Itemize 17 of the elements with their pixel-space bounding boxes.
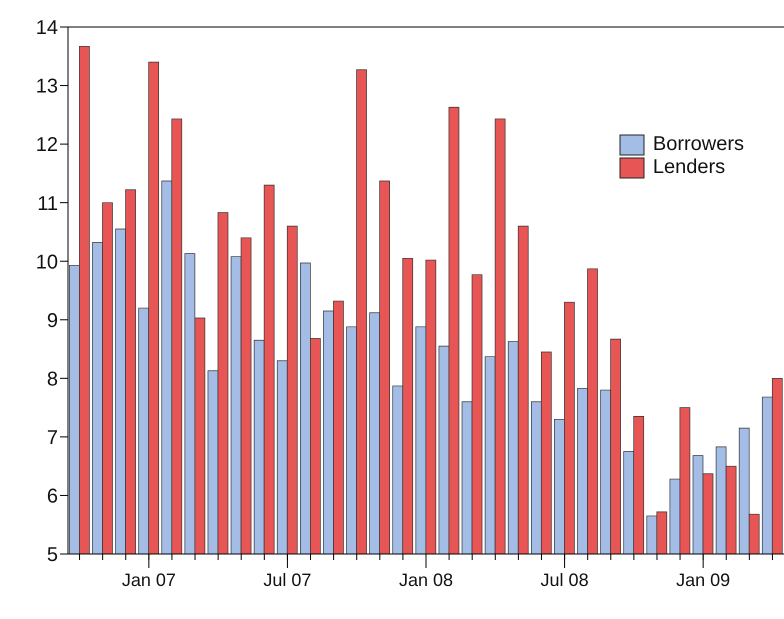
x-tick-label: Jan 09 — [676, 570, 730, 590]
y-tick-label: 11 — [37, 192, 58, 215]
y-tick-label: 7 — [46, 426, 58, 449]
legend-label: Lenders — [652, 156, 726, 179]
y-tick-label: 14 — [36, 17, 58, 40]
y-tick-label: 9 — [46, 310, 58, 332]
x-tick-label: Jan 08 — [398, 570, 454, 590]
legend-label: Borrowers — [652, 133, 744, 156]
y-tick-label: 13 — [36, 76, 58, 98]
y-tick-label: 10 — [36, 251, 58, 274]
y-tick-label: 8 — [46, 368, 58, 390]
x-tick-label: Jan 07 — [122, 570, 176, 590]
y-tick-label: 5 — [46, 544, 58, 566]
y-tick-label: 6 — [46, 486, 58, 508]
x-tick-label: Jul 08 — [540, 570, 589, 590]
x-tick-label: Jul 07 — [263, 570, 312, 590]
y-tick-label: 12 — [36, 134, 58, 156]
